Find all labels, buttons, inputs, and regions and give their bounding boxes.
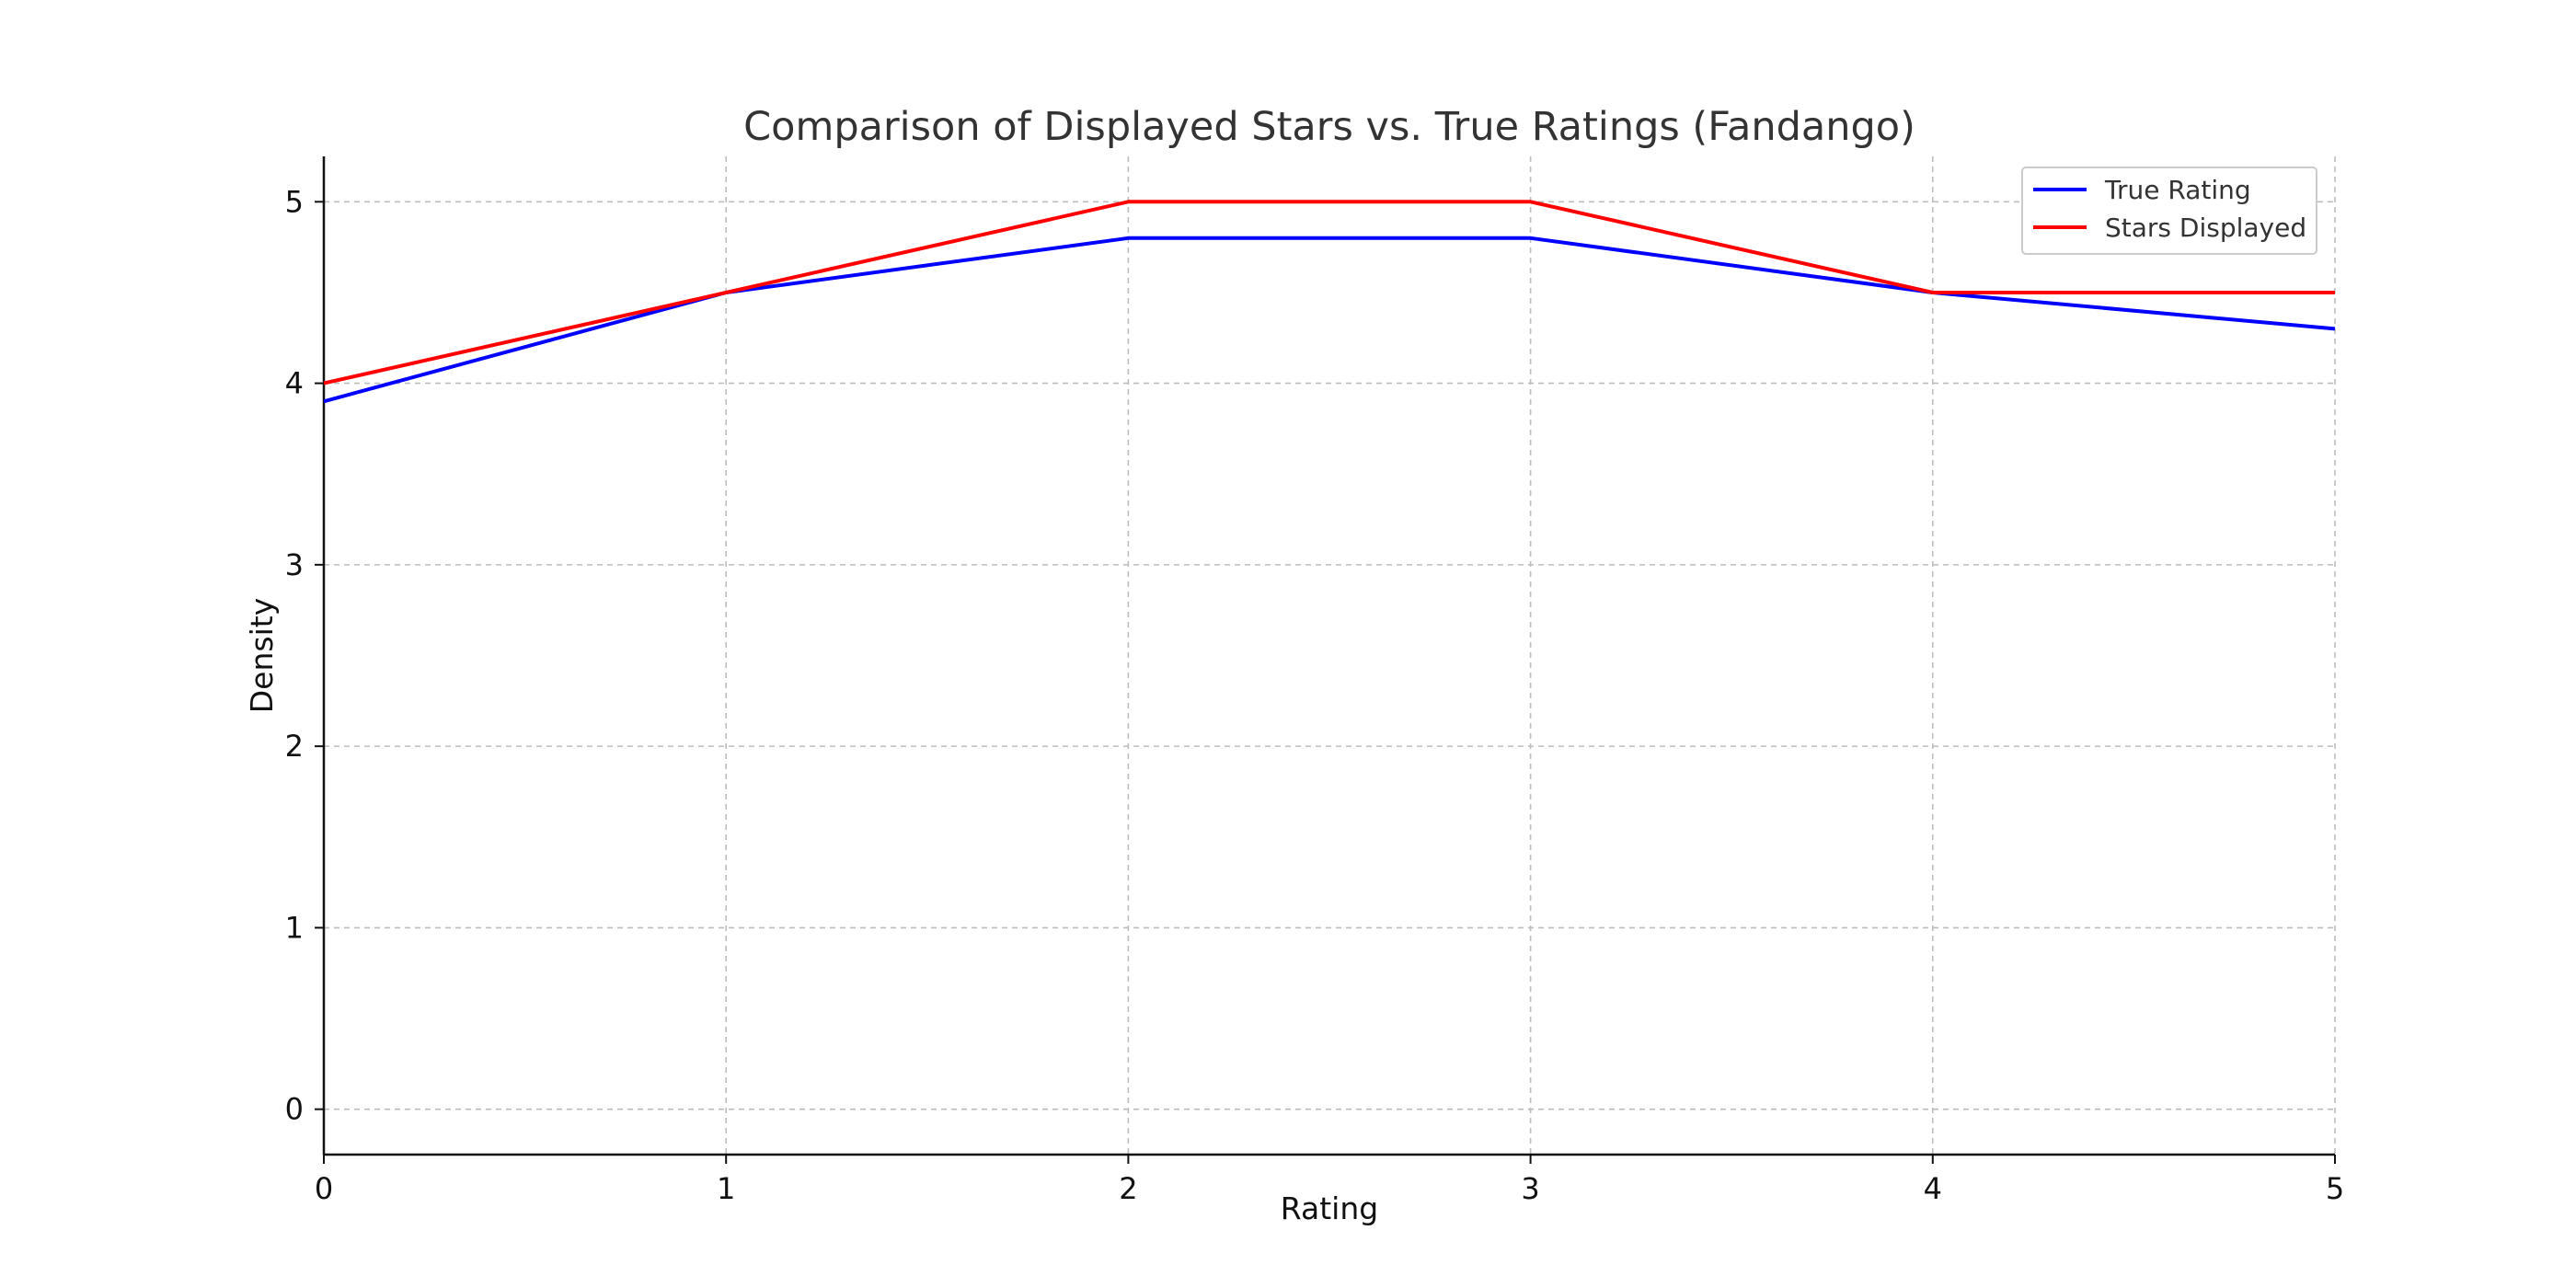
x-tick-label: 1 [717, 1171, 735, 1206]
legend-label-true-rating: True Rating [2104, 175, 2251, 205]
y-tick-label: 3 [285, 547, 304, 582]
x-tick-label: 4 [1924, 1171, 1942, 1206]
y-tick-label: 5 [285, 184, 304, 219]
chart-title: Comparison of Displayed Stars vs. True R… [743, 104, 1915, 150]
x-tick-label: 5 [2326, 1171, 2344, 1206]
x-tick-label: 3 [1521, 1171, 1539, 1206]
x-tick-label: 0 [315, 1171, 333, 1206]
y-tick-label: 0 [285, 1092, 304, 1127]
legend-box [2021, 167, 2317, 255]
y-tick-label: 4 [285, 366, 304, 401]
y-tick-label: 2 [285, 729, 304, 764]
x-tick-label: 2 [1119, 1171, 1137, 1206]
series [323, 200, 2336, 404]
y-axis-label: Density [244, 598, 280, 713]
ticks: 0 1 2 3 4 5 0 1 2 3 4 5 [285, 184, 2345, 1206]
legend-label-stars-displayed: Stars Displayed [2105, 213, 2306, 243]
legend: True Rating Stars Displayed [2021, 167, 2317, 255]
series-line-stars-displayed [323, 200, 2335, 385]
grid [323, 156, 2336, 1155]
axes [322, 156, 2335, 1156]
y-tick-label: 1 [285, 910, 304, 945]
series-line-true-rating [323, 236, 2336, 404]
x-axis-label: Rating [1281, 1190, 1378, 1226]
